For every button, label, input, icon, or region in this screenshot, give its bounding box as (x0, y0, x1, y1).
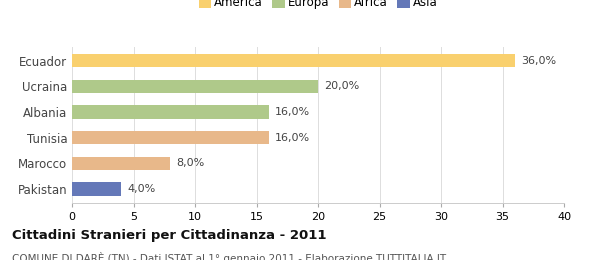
Text: 20,0%: 20,0% (324, 81, 359, 91)
Bar (72, 54, 515, 67)
Bar (72, 157, 170, 170)
Text: COMUNE DI DARÈ (TN) - Dati ISTAT al 1° gennaio 2011 - Elaborazione TUTTITALIA.IT: COMUNE DI DARÈ (TN) - Dati ISTAT al 1° g… (12, 252, 446, 260)
Bar (72, 182, 121, 196)
Bar (72, 80, 318, 93)
Bar (72, 131, 269, 144)
Text: 8,0%: 8,0% (176, 158, 205, 168)
Legend: America, Europa, Africa, Asia: America, Europa, Africa, Asia (196, 0, 440, 11)
Text: 4,0%: 4,0% (127, 184, 155, 194)
Text: 16,0%: 16,0% (275, 133, 310, 143)
Text: Cittadini Stranieri per Cittadinanza - 2011: Cittadini Stranieri per Cittadinanza - 2… (12, 229, 326, 242)
Text: 36,0%: 36,0% (521, 56, 556, 66)
Text: 16,0%: 16,0% (275, 107, 310, 117)
Bar (72, 105, 269, 119)
